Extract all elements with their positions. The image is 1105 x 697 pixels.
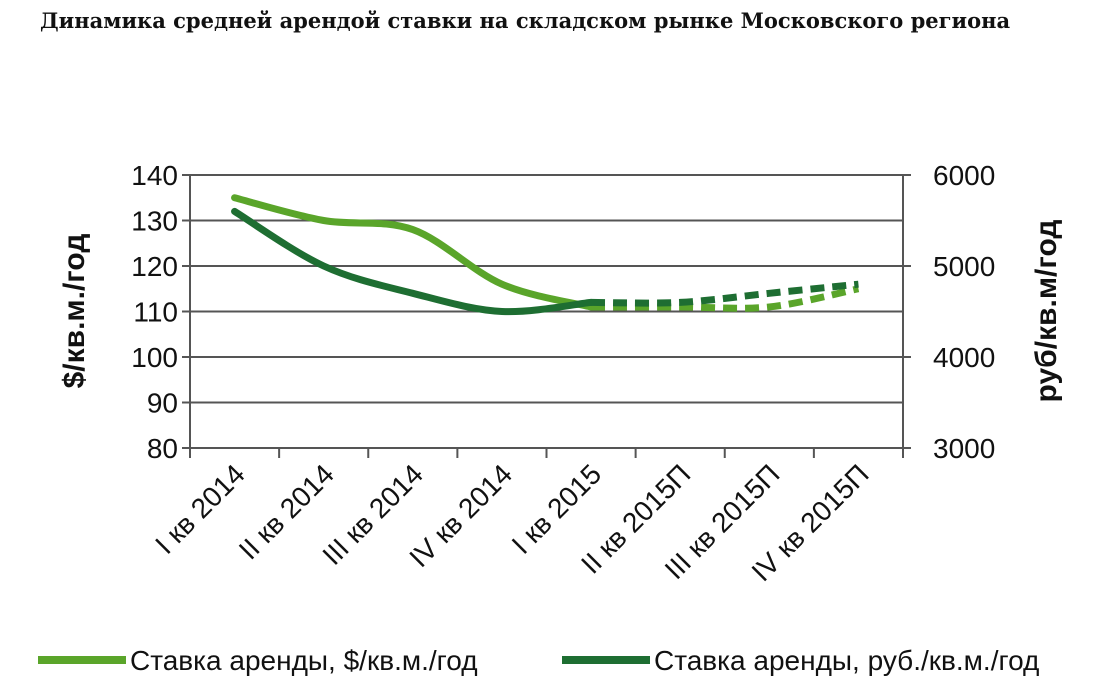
right-axis-ticks: 3000 4000 5000 6000	[933, 160, 995, 464]
left-tick-label: 120	[131, 251, 178, 282]
axes	[182, 174, 911, 458]
series-line-1-forecast	[591, 285, 860, 312]
left-tick-label: 130	[131, 206, 178, 237]
left-axis-title: $/кв.м./год	[58, 234, 91, 389]
right-tick-label: 6000	[933, 160, 995, 191]
series-lines	[231, 194, 860, 316]
series-line-2-forecast	[591, 280, 859, 307]
chart-title: Динамика средней арендой ставки на склад…	[40, 8, 1011, 33]
left-tick-label: 90	[147, 388, 178, 419]
left-tick-label: 140	[131, 160, 178, 191]
left-axis-ticks: 80 90 100 110 120 130 140	[131, 160, 178, 464]
right-tick-label: 3000	[933, 433, 995, 464]
right-tick-label: 4000	[933, 342, 995, 373]
legend-label-2: Ставка аренды, руб./кв.м./год	[654, 645, 1039, 676]
left-tick-label: 100	[131, 342, 178, 373]
right-tick-label: 5000	[933, 251, 995, 282]
legend-label-1: Ставка аренды, $/кв.м./год	[130, 645, 478, 676]
left-tick-label: 80	[147, 433, 178, 464]
legend: Ставка аренды, $/кв.м./год Ставка аренды,…	[38, 645, 1039, 676]
right-axis-title: руб/кв.м/год	[1030, 220, 1063, 403]
left-tick-label: 110	[133, 297, 178, 328]
